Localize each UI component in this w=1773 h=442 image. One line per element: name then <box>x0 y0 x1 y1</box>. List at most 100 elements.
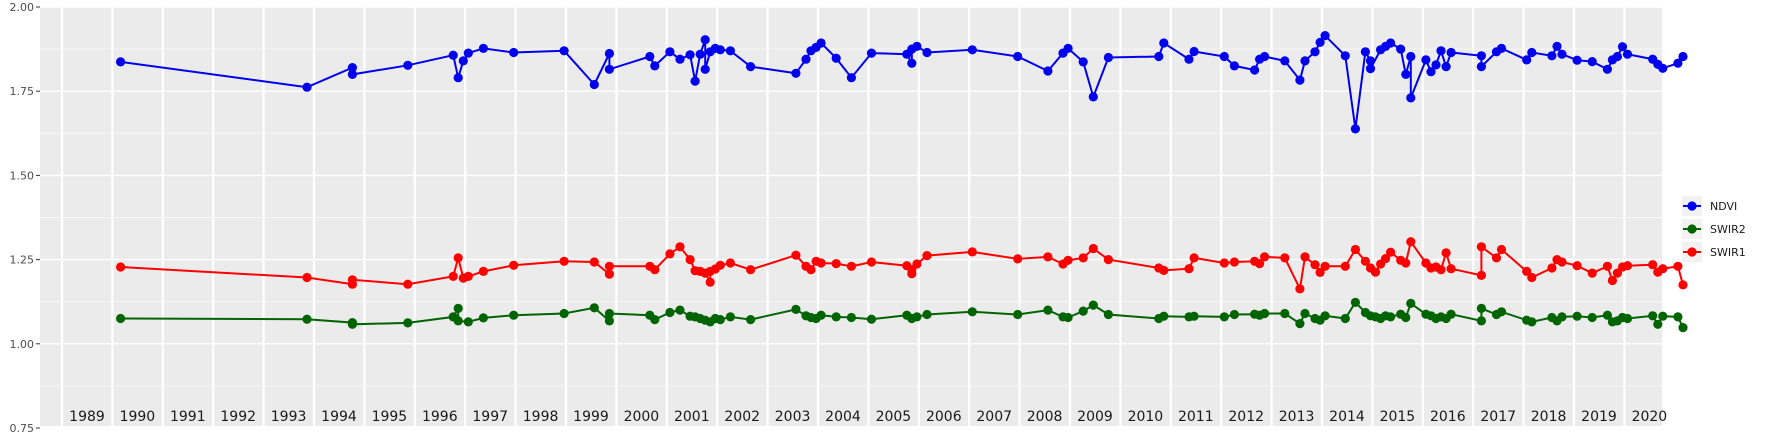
data-point-swir1 <box>1622 261 1633 271</box>
data-point-swir2 <box>1063 312 1073 323</box>
data-point-ndvi <box>1154 51 1164 62</box>
data-point-swir1 <box>650 265 660 275</box>
year-label: 1998 <box>523 409 559 425</box>
year-label: 2012 <box>1228 409 1264 425</box>
data-point-ndvi <box>1310 47 1320 57</box>
data-point-ndvi <box>458 56 468 66</box>
data-point-swir1 <box>1587 268 1597 278</box>
y-tick-label: 1.25 <box>10 254 35 267</box>
data-point-ndvi <box>1421 55 1431 65</box>
year-label: 1995 <box>372 409 408 425</box>
data-point-swir1 <box>1300 252 1310 262</box>
data-point-swir1 <box>1527 272 1537 283</box>
y-tick-label: 0.75 <box>10 422 35 435</box>
data-point-ndvi <box>690 76 700 86</box>
data-point-ndvi <box>1426 67 1436 77</box>
data-point-swir1 <box>1406 237 1416 247</box>
data-point-ndvi <box>715 45 725 55</box>
data-point-swir2 <box>1678 323 1688 333</box>
data-point-swir2 <box>1078 306 1088 316</box>
data-point-ndvi <box>1622 49 1633 59</box>
year-label: 1989 <box>69 409 105 425</box>
data-point-swir1 <box>1381 254 1391 264</box>
data-point-swir2 <box>1587 312 1597 323</box>
year-label: 1996 <box>422 409 458 425</box>
year-label: 1999 <box>573 409 609 425</box>
data-point-swir1 <box>1360 256 1370 266</box>
data-point-swir1 <box>866 257 877 267</box>
data-point-swir1 <box>1572 261 1582 271</box>
data-point-ndvi <box>695 49 705 59</box>
data-point-ndvi <box>700 35 710 45</box>
data-point-swir2 <box>1401 312 1411 323</box>
data-point-swir2 <box>1527 317 1537 327</box>
year-labels: 1989 1990 1991 1992 1993 1994 1995 1996 1997 1998… <box>69 409 1667 425</box>
data-point-swir1 <box>1315 267 1325 277</box>
data-point-swir1 <box>604 261 615 271</box>
data-point-swir2 <box>302 314 312 324</box>
data-point-ndvi <box>1441 62 1451 72</box>
data-point-swir2 <box>1673 312 1683 322</box>
year-label: 2020 <box>1632 409 1668 425</box>
year-label: 2014 <box>1329 409 1365 425</box>
year-label: 2016 <box>1430 409 1466 425</box>
data-point-ndvi <box>1350 124 1360 134</box>
data-point-swir2 <box>1300 308 1310 319</box>
data-point-swir1 <box>1522 266 1532 276</box>
data-point-swir1 <box>816 258 826 268</box>
data-point-ndvi <box>1320 30 1330 41</box>
year-label: 2013 <box>1279 409 1315 425</box>
data-point-swir1 <box>1260 252 1270 262</box>
year-label: 2003 <box>775 409 811 425</box>
data-point-ndvi <box>1557 49 1567 59</box>
data-point-swir2 <box>1602 310 1612 320</box>
data-point-swir2 <box>1386 312 1396 322</box>
data-point-ndvi <box>1587 57 1597 67</box>
data-point-swir2 <box>1159 311 1169 321</box>
year-label: 1992 <box>220 409 256 425</box>
data-point-swir1 <box>746 265 756 275</box>
legend-label: SWIR1 <box>1710 246 1746 259</box>
data-point-swir2 <box>922 309 932 320</box>
data-point-swir1 <box>1612 268 1622 278</box>
data-point-ndvi <box>1300 56 1310 66</box>
data-point-ndvi <box>1547 51 1557 61</box>
data-point-ndvi <box>448 50 458 60</box>
data-point-swir1 <box>1476 242 1486 252</box>
data-point-swir1 <box>806 265 816 275</box>
data-point-ndvi <box>1401 69 1411 79</box>
data-point-swir1 <box>705 277 715 287</box>
year-label: 2008 <box>1027 409 1063 425</box>
data-point-ndvi <box>746 62 756 72</box>
data-point-swir1 <box>1184 264 1194 274</box>
data-point-swir2 <box>1219 312 1229 322</box>
year-label: 1994 <box>321 409 357 425</box>
data-point-ndvi <box>907 58 917 68</box>
data-point-swir1 <box>1557 257 1567 267</box>
data-point-swir1 <box>967 247 977 257</box>
legend: NDVI SWIR2 SWIR1 <box>1682 196 1746 262</box>
year-label: 2000 <box>624 409 660 425</box>
data-point-swir1 <box>1496 244 1507 255</box>
data-point-swir2 <box>604 316 615 326</box>
data-point-swir2 <box>116 313 126 324</box>
legend-marker <box>1687 247 1697 257</box>
data-point-swir2 <box>1658 311 1668 321</box>
year-label: 2011 <box>1178 409 1214 425</box>
data-point-swir1 <box>715 260 725 270</box>
data-point-swir1 <box>1370 267 1381 277</box>
data-point-swir2 <box>1320 311 1330 321</box>
data-point-swir2 <box>665 307 675 318</box>
data-point-ndvi <box>509 47 519 58</box>
data-point-ndvi <box>347 63 357 73</box>
data-point-swir1 <box>1340 261 1350 271</box>
data-point-ndvi <box>604 64 615 74</box>
data-point-swir1 <box>1547 263 1557 273</box>
data-point-ndvi <box>967 45 977 55</box>
data-point-swir2 <box>1622 313 1633 324</box>
data-point-swir1 <box>1103 255 1113 265</box>
data-point-ndvi <box>403 60 413 70</box>
legend-marker <box>1687 201 1697 211</box>
series-points <box>116 30 1688 333</box>
data-point-swir1 <box>1189 253 1199 263</box>
